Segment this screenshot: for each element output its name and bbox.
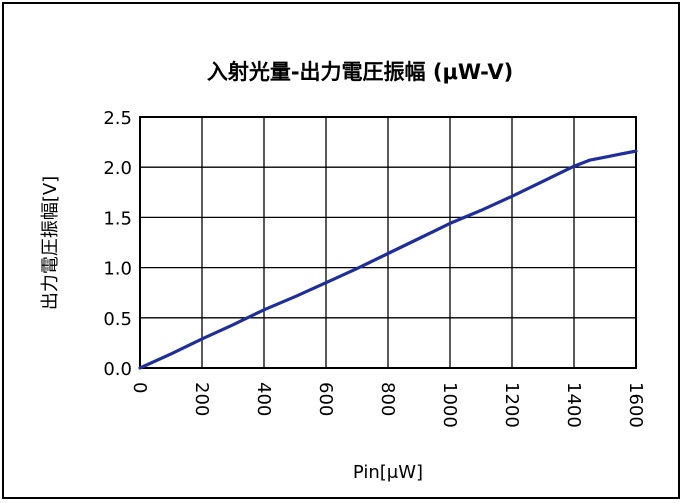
y-axis-label: 出力電圧振幅[V] [40,176,61,310]
x-tick-label: 1400 [563,382,584,428]
series-layer [138,149,638,370]
x-tick-label: 800 [377,382,398,416]
x-tick-label: 600 [315,382,336,416]
plot-area [139,116,637,369]
x-tick-label: 0 [129,382,150,393]
y-tick-label: 1.5 [103,208,132,229]
grid [139,116,637,369]
y-tick-label: 2.0 [103,158,132,179]
x-tick-label: 200 [191,382,212,416]
x-tick-label: 400 [253,382,274,416]
x-tick-labels: 0 200 400 600 800 1000 1200 1400 1600 [129,382,646,428]
plot-border [139,116,637,369]
y-tick-label: 0.5 [103,309,132,330]
y-tick-labels: 0.0 0.5 1.0 1.5 2.0 2.5 [103,108,132,380]
y-tick-label: 0.0 [103,359,132,380]
series-line [138,149,638,370]
y-tick-label: 1.0 [103,259,132,280]
y-tick-label: 2.5 [103,108,132,129]
x-tick-label: 1600 [625,382,646,428]
chart-title: 入射光量-出力電圧振幅 (μW-V) [207,60,513,84]
chart-frame [2,2,680,499]
x-tick-label: 1200 [501,382,522,428]
x-tick-label: 1000 [439,382,460,428]
x-axis-label: Pin[μW] [353,462,423,483]
